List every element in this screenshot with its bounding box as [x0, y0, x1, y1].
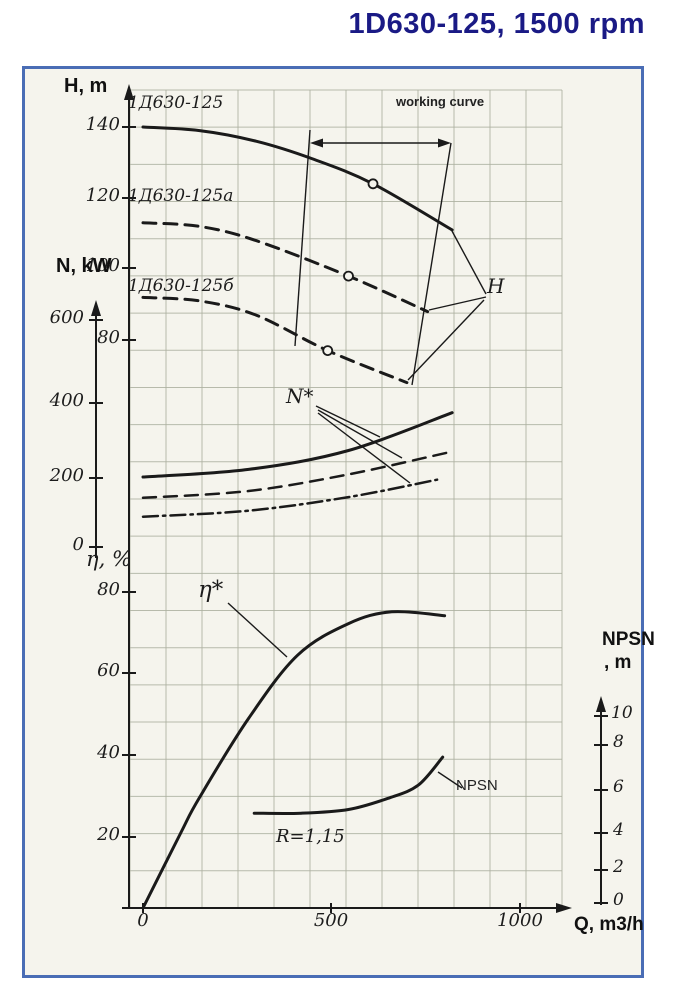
h-tick-100: 100	[85, 255, 120, 276]
eta-axis-label: η, %	[86, 547, 132, 571]
n-tick-400: 400	[49, 390, 84, 411]
npsn-tick-4: 4	[613, 820, 624, 840]
eta-pointer	[227, 602, 288, 658]
npsn-tick-2: 2	[613, 857, 624, 877]
eta-tick-40: 40	[97, 742, 120, 763]
working-curve-label: working curve	[396, 94, 485, 109]
npsn-tick-8: 8	[613, 732, 624, 752]
r-value-label: R=1,15	[276, 826, 345, 847]
bep-marker	[367, 178, 379, 190]
grid-lines	[129, 89, 563, 909]
curve-label-1d630-125: 1Д630-125	[128, 93, 224, 113]
npsn-tick-10: 10	[611, 703, 633, 723]
eta-tick-80: 80	[97, 579, 120, 600]
x-tick-500: 500	[313, 910, 349, 931]
curve-N* 1Д630-125	[141, 411, 454, 479]
chart-frame	[22, 66, 644, 978]
h-pointer-mid	[428, 296, 487, 311]
pointer-lines	[227, 129, 487, 789]
n-pointer-dashed	[317, 409, 403, 459]
working-range-arrowheads	[310, 138, 451, 148]
h-tick-80: 80	[97, 327, 120, 348]
n-axis-label: N, kW	[56, 255, 112, 277]
working-arrow-left	[310, 138, 323, 148]
n-tick-0: 0	[72, 534, 84, 555]
curve-N* 1Д630-125б	[141, 478, 439, 518]
npsn-axis-label-line2: , m	[604, 652, 632, 673]
n-tick-200: 200	[49, 465, 84, 486]
h-tick-140: 140	[85, 114, 120, 135]
npsn-tick-0: 0	[613, 890, 624, 910]
eta-tick-20: 20	[97, 824, 120, 845]
curve-1Д630-125б	[141, 295, 409, 385]
h-axis-arrow	[124, 84, 134, 100]
bep-marker	[322, 345, 334, 357]
h-pointer-top	[451, 230, 487, 295]
h-pointer-bottom	[407, 299, 485, 381]
n-pointer-solid	[315, 405, 381, 438]
n-tick-600: 600	[49, 307, 84, 328]
h-axis-label: H, m	[64, 75, 108, 97]
curve-NPSN	[252, 755, 445, 816]
eta-star-annotation: η*	[198, 577, 224, 603]
curve-η*	[141, 610, 447, 910]
npsn-axis-arrow	[596, 696, 606, 712]
npsn-tick-6: 6	[613, 777, 624, 797]
npsn-curve-label: NPSN	[456, 777, 498, 794]
x-axis-arrow	[556, 903, 572, 913]
n-axis-arrow	[91, 300, 101, 316]
axes	[95, 92, 602, 909]
npsn-pointer	[437, 771, 463, 789]
working-range-right-line	[411, 142, 452, 386]
bep-marker	[343, 270, 354, 282]
n-star-annotation: N*	[286, 384, 314, 408]
working-arrow-right	[438, 138, 451, 148]
x-tick-0: 0	[137, 910, 149, 931]
axis-arrowheads	[91, 84, 606, 913]
working-range-left-line	[294, 129, 311, 347]
h-tick-120: 120	[85, 185, 120, 206]
n-pointer-dashdot	[317, 412, 411, 484]
eta-tick-60: 60	[97, 660, 120, 681]
curve-label-1d630-125b: 1Д630-125б	[128, 276, 234, 296]
tick-marks	[89, 126, 608, 913]
curve-1Д630-125	[141, 125, 454, 232]
curve-N* 1Д630-125а	[141, 451, 450, 500]
page-title: 1D630-125, 1500 rpm	[348, 8, 645, 40]
curve-label-1d630-125a: 1Д630-125а	[128, 186, 234, 206]
x-tick-1000: 1000	[497, 910, 543, 931]
curves	[141, 125, 454, 910]
npsn-axis-label-line1: NPSN	[602, 629, 655, 650]
x-axis-label: Q, m3/h	[574, 914, 644, 935]
curve-1Д630-125а	[141, 221, 430, 314]
h-annotation: H	[487, 274, 505, 298]
